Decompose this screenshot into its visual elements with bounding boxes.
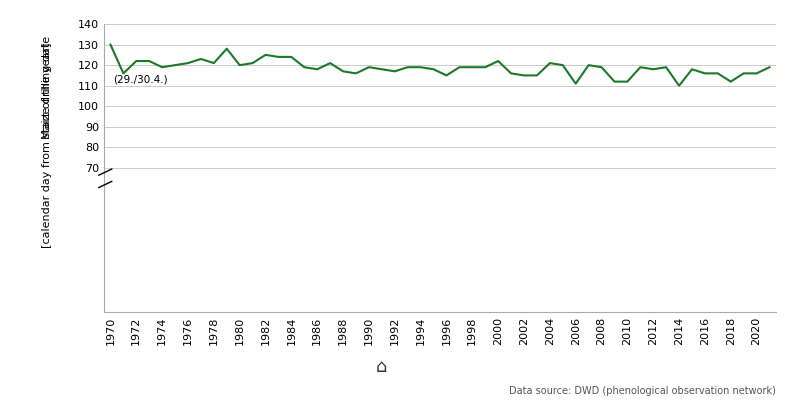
Text: Maize drilling date: Maize drilling date	[42, 36, 52, 139]
Legend: Average starting point of maize cultivation: Average starting point of maize cultivat…	[103, 398, 386, 400]
Text: [calendar day from start of the year]: [calendar day from start of the year]	[42, 42, 52, 248]
Text: ⌂: ⌂	[376, 358, 387, 376]
Text: (29./30.4.): (29./30.4.)	[113, 74, 168, 84]
Text: Data source: DWD (phenological observation network): Data source: DWD (phenological observati…	[509, 386, 776, 396]
